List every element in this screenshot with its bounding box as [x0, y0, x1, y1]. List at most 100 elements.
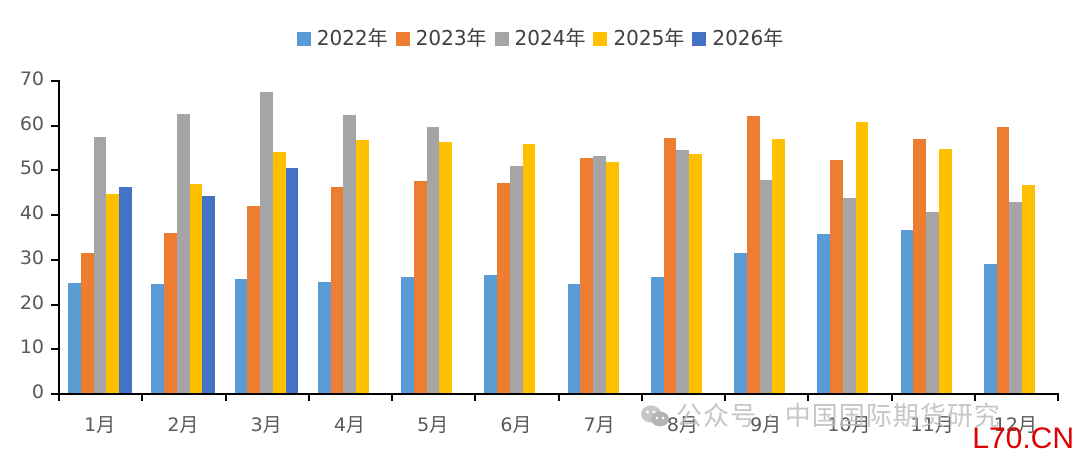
legend-swatch — [395, 32, 410, 46]
bar — [842, 198, 856, 393]
x-tick — [807, 393, 810, 401]
x-tick — [890, 393, 893, 401]
legend-item: 2023年 — [395, 22, 487, 51]
legend-swatch — [494, 32, 509, 46]
chart-legend: 2022年 2023年 2024年 2025年 2026年 — [0, 22, 1080, 51]
x-tick — [141, 393, 144, 401]
bar — [663, 138, 677, 393]
x-tick — [307, 393, 310, 401]
bar — [106, 193, 120, 393]
x-tick — [58, 393, 60, 401]
bar — [689, 153, 702, 393]
bar — [234, 278, 248, 393]
bar — [151, 283, 165, 393]
watermark-text: 公众号 · 中国国际期货研究 — [676, 402, 1001, 432]
bar — [484, 274, 498, 393]
legend-label: 2025年 — [613, 26, 685, 50]
legend-swatch — [296, 32, 311, 46]
y-tick-label: 0 — [31, 381, 44, 403]
y-tick-label: 10 — [19, 336, 44, 359]
bar — [202, 195, 216, 393]
x-tick — [1057, 393, 1059, 401]
x-tick-label: 4月 — [333, 414, 365, 436]
bar — [746, 116, 760, 393]
x-tick-label: 10月 — [827, 414, 871, 436]
bar — [260, 92, 273, 393]
bar — [817, 233, 831, 393]
bar — [426, 127, 440, 393]
x-tick-label: 8月 — [666, 414, 698, 436]
x-tick-label: 9月 — [750, 414, 782, 436]
bar — [926, 211, 939, 393]
x-tick — [640, 393, 643, 401]
x-tick-label: 6月 — [500, 414, 532, 436]
y-tick-label: 40 — [19, 202, 44, 225]
x-tick-label: 12月 — [993, 414, 1037, 436]
x-tick — [391, 393, 393, 401]
y-tick — [51, 214, 58, 217]
bar — [676, 149, 690, 393]
bar — [401, 277, 414, 393]
y-tick — [51, 348, 58, 351]
bar — [522, 143, 536, 393]
x-tick-label: 5月 — [417, 414, 449, 436]
bar — [93, 136, 107, 393]
y-tick — [51, 80, 58, 82]
y-tick-label: 60 — [19, 112, 44, 135]
bar — [343, 114, 357, 393]
x-tick-label: 1月 — [84, 414, 116, 436]
bar — [68, 283, 81, 393]
legend-item: 2026年 — [692, 22, 783, 51]
y-tick — [51, 258, 58, 261]
bar — [272, 151, 286, 393]
legend-label: 2023年 — [415, 26, 487, 50]
bar — [80, 253, 94, 393]
legend-item: 2024年 — [494, 22, 586, 51]
bar — [285, 167, 299, 393]
x-tick — [557, 393, 560, 401]
bar — [1022, 185, 1035, 393]
bar — [650, 277, 664, 393]
x-tick-label: 7月 — [583, 414, 615, 436]
bar — [772, 139, 786, 393]
bar — [330, 186, 344, 393]
x-tick-label: 11月 — [910, 414, 954, 436]
x-tick-label: 3月 — [250, 414, 282, 436]
bar — [830, 160, 843, 393]
corner-mark: L70.CN — [972, 422, 1074, 455]
bar — [497, 183, 510, 393]
bar — [983, 263, 997, 393]
bar — [938, 148, 952, 393]
bar — [119, 186, 132, 393]
legend-label: 2024年 — [514, 26, 586, 50]
x-tick — [224, 393, 227, 401]
bar — [317, 281, 331, 393]
x-tick — [973, 393, 976, 401]
legend-swatch — [593, 32, 608, 46]
x-tick-label: 2月 — [167, 414, 199, 436]
bar — [734, 253, 747, 393]
wechat-icon — [641, 405, 669, 427]
y-tick-label: 70 — [19, 68, 44, 90]
y-tick-label: 20 — [19, 291, 44, 314]
bar — [189, 184, 203, 393]
bar — [439, 142, 453, 393]
legend-label: 2026年 — [712, 26, 784, 50]
bar — [593, 156, 606, 393]
y-tick — [51, 393, 58, 395]
bar — [176, 113, 190, 393]
bar — [164, 232, 177, 393]
bar — [567, 283, 581, 393]
watermark: 公众号 · 中国国际期货研究 — [640, 396, 1001, 433]
y-tick — [51, 303, 58, 306]
x-tick — [474, 393, 477, 401]
legend-label: 2022年 — [316, 26, 388, 50]
y-tick — [51, 169, 58, 172]
legend-swatch — [692, 32, 707, 46]
bar — [413, 181, 427, 393]
y-axis — [58, 80, 60, 394]
bar — [759, 180, 773, 393]
bar — [855, 122, 869, 393]
bar — [900, 230, 914, 393]
